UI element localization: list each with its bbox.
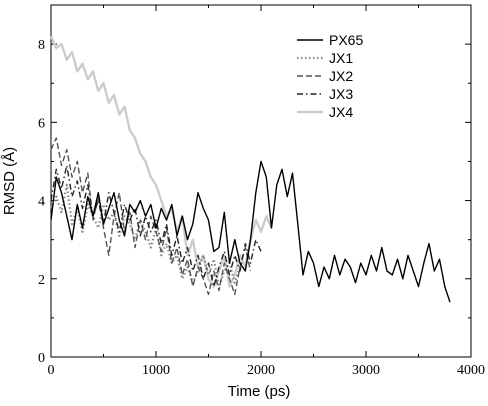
y-tick-label: 6 [38,116,45,131]
y-tick-label: 4 [38,195,45,210]
x-axis-label: Time (ps) [228,383,291,400]
x-tick-label: 4000 [457,363,485,378]
y-axis-label: RMSD (Å) [1,147,18,215]
axis-ticks: 0 1000 2000 3000 4000 0 2 4 6 8 [38,5,485,378]
series-line-jx2 [50,137,252,296]
x-tick-label: 1000 [142,363,170,378]
legend-label-jx4: JX4 [329,104,353,120]
series-line-px65 [50,160,451,303]
x-tick-label: 3000 [352,363,380,378]
plot-frame [50,4,472,358]
legend: PX65 JX1 JX2 JX3 JX4 [297,32,363,120]
series-line-jx3 [50,164,262,288]
x-tick-label: 2000 [247,363,275,378]
y-tick-label: 0 [38,351,45,366]
series-line-jx1 [49,183,242,288]
legend-label-jx2: JX2 [329,68,353,84]
series-layer [49,35,451,303]
y-tick-label: 2 [38,273,45,288]
legend-label-jx3: JX3 [329,86,353,102]
series-line-jx4 [49,35,273,288]
legend-label-jx1: JX1 [329,50,353,66]
legend-label-px65: PX65 [329,32,363,48]
y-tick-label: 8 [38,38,45,53]
x-tick-label: 0 [48,363,55,378]
